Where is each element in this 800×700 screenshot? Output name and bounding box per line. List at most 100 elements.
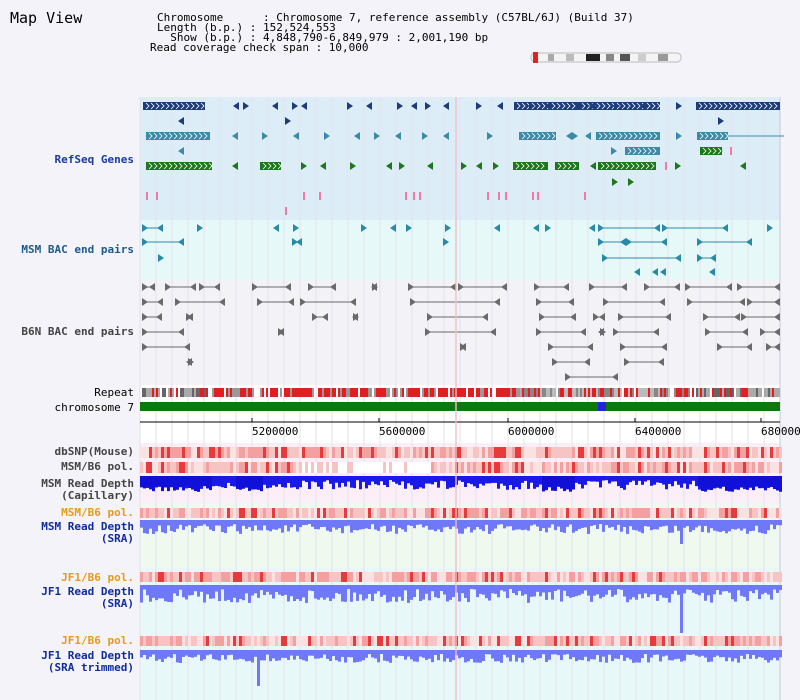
repeat-block xyxy=(350,388,352,397)
read-depth-bar xyxy=(290,520,293,528)
repeat-block xyxy=(244,388,246,397)
heatmap-cell xyxy=(170,462,173,473)
gene-strand-arrow xyxy=(203,132,208,140)
gene-feature xyxy=(519,132,556,140)
track-label-b6n-bac[interactable]: B6N BAC end pairs xyxy=(21,325,134,338)
read-depth-bar xyxy=(497,585,500,598)
read-depth-bar xyxy=(776,520,779,526)
read-depth-bar xyxy=(251,585,254,596)
gene-strand-arrow xyxy=(536,102,541,110)
repeat-block xyxy=(748,388,750,397)
track-label-msm-bac[interactable]: MSM BAC end pairs xyxy=(21,243,134,256)
heatmap-cell xyxy=(647,572,650,582)
gene-strand-arrow xyxy=(640,162,645,170)
heatmap-cell xyxy=(707,462,710,473)
gene-exon-marker xyxy=(156,313,162,321)
heatmap-cell xyxy=(461,508,464,518)
read-depth-bar xyxy=(506,520,509,527)
read-depth-bar xyxy=(248,520,251,528)
heatmap-cell xyxy=(584,462,587,473)
heatmap-cell xyxy=(275,508,278,518)
heatmap-cell xyxy=(251,572,254,582)
heatmap-cell xyxy=(743,572,746,582)
read-depth-bar xyxy=(716,650,719,656)
repeat-block xyxy=(754,388,756,397)
gene-exon-marker xyxy=(285,117,291,125)
heatmap-cell xyxy=(380,447,383,458)
read-depth-bar xyxy=(605,585,608,595)
heatmap-cell xyxy=(746,447,749,458)
repeat-block xyxy=(228,388,230,397)
read-depth-bar xyxy=(461,585,464,594)
heatmap-cell xyxy=(185,462,188,473)
read-depth-bar xyxy=(248,476,251,491)
gene-exon-marker xyxy=(774,283,780,291)
heatmap-cell xyxy=(302,462,305,473)
read-depth-bar xyxy=(617,476,620,487)
read-depth-bar xyxy=(251,476,254,490)
heatmap-cell xyxy=(359,636,362,646)
refseq-small-feature xyxy=(665,162,667,170)
read-depth-bar xyxy=(206,520,209,527)
heatmap-cell xyxy=(494,636,497,646)
heatmap-cell xyxy=(563,508,566,518)
repeat-block xyxy=(286,388,288,397)
read-depth-bar xyxy=(587,520,590,534)
read-depth-bar xyxy=(365,650,368,658)
repeat-block xyxy=(378,388,380,397)
heatmap-cell xyxy=(614,572,617,582)
heatmap-cell xyxy=(497,508,500,518)
read-depth-bar xyxy=(572,585,575,597)
read-depth-bar xyxy=(245,476,248,487)
repeat-block xyxy=(592,388,594,397)
heatmap-cell xyxy=(428,636,431,646)
heatmap-cell xyxy=(314,508,317,518)
gene-strand-arrow xyxy=(723,102,728,110)
read-depth-bar xyxy=(140,650,143,658)
heatmap-cell xyxy=(164,462,167,473)
gene-strand-arrow xyxy=(643,132,648,140)
heatmap-cell xyxy=(140,508,143,518)
heatmap-cell xyxy=(734,508,737,518)
read-depth-bar xyxy=(404,650,407,660)
read-depth-bar xyxy=(161,476,164,492)
heatmap-cell xyxy=(203,462,206,473)
heatmap-cell xyxy=(644,636,647,646)
heatmap-cell xyxy=(185,572,188,582)
heatmap-cell xyxy=(221,636,224,646)
read-depth-bar xyxy=(491,520,494,531)
heatmap-cell xyxy=(728,462,731,473)
heatmap-cell xyxy=(365,572,368,582)
read-depth-bar xyxy=(704,476,707,492)
read-depth-bar xyxy=(611,476,614,482)
repeat-block xyxy=(688,388,690,397)
heatmap-cell xyxy=(623,447,626,458)
gene-strand-arrow xyxy=(625,162,630,170)
heatmap-cell xyxy=(185,447,188,458)
heatmap-cell xyxy=(290,508,293,518)
read-depth-bar xyxy=(629,585,632,600)
repeat-block xyxy=(648,388,650,397)
heatmap-cell xyxy=(314,462,317,473)
heatmap-cell xyxy=(257,447,260,458)
heatmap-cell xyxy=(272,508,275,518)
heatmap-cell xyxy=(605,572,608,582)
heatmap-cell xyxy=(620,508,623,518)
heatmap-cell xyxy=(356,572,359,582)
heatmap-cell xyxy=(554,447,557,458)
read-depth-bar xyxy=(587,476,590,482)
read-depth-bar xyxy=(362,476,365,482)
read-depth-bar xyxy=(302,520,305,526)
track-label-refseq[interactable]: RefSeq Genes xyxy=(54,153,134,166)
repeat-block xyxy=(630,388,632,397)
heatmap-cell xyxy=(758,462,761,473)
read-depth-bar xyxy=(776,585,779,593)
gene-exon-marker xyxy=(717,343,723,351)
heatmap-cell xyxy=(266,636,269,646)
heatmap-cell xyxy=(500,447,503,458)
read-depth-bar xyxy=(293,520,296,525)
heatmap-cell xyxy=(629,462,632,473)
read-depth-bar xyxy=(545,650,548,662)
heatmap-cell xyxy=(419,447,422,458)
